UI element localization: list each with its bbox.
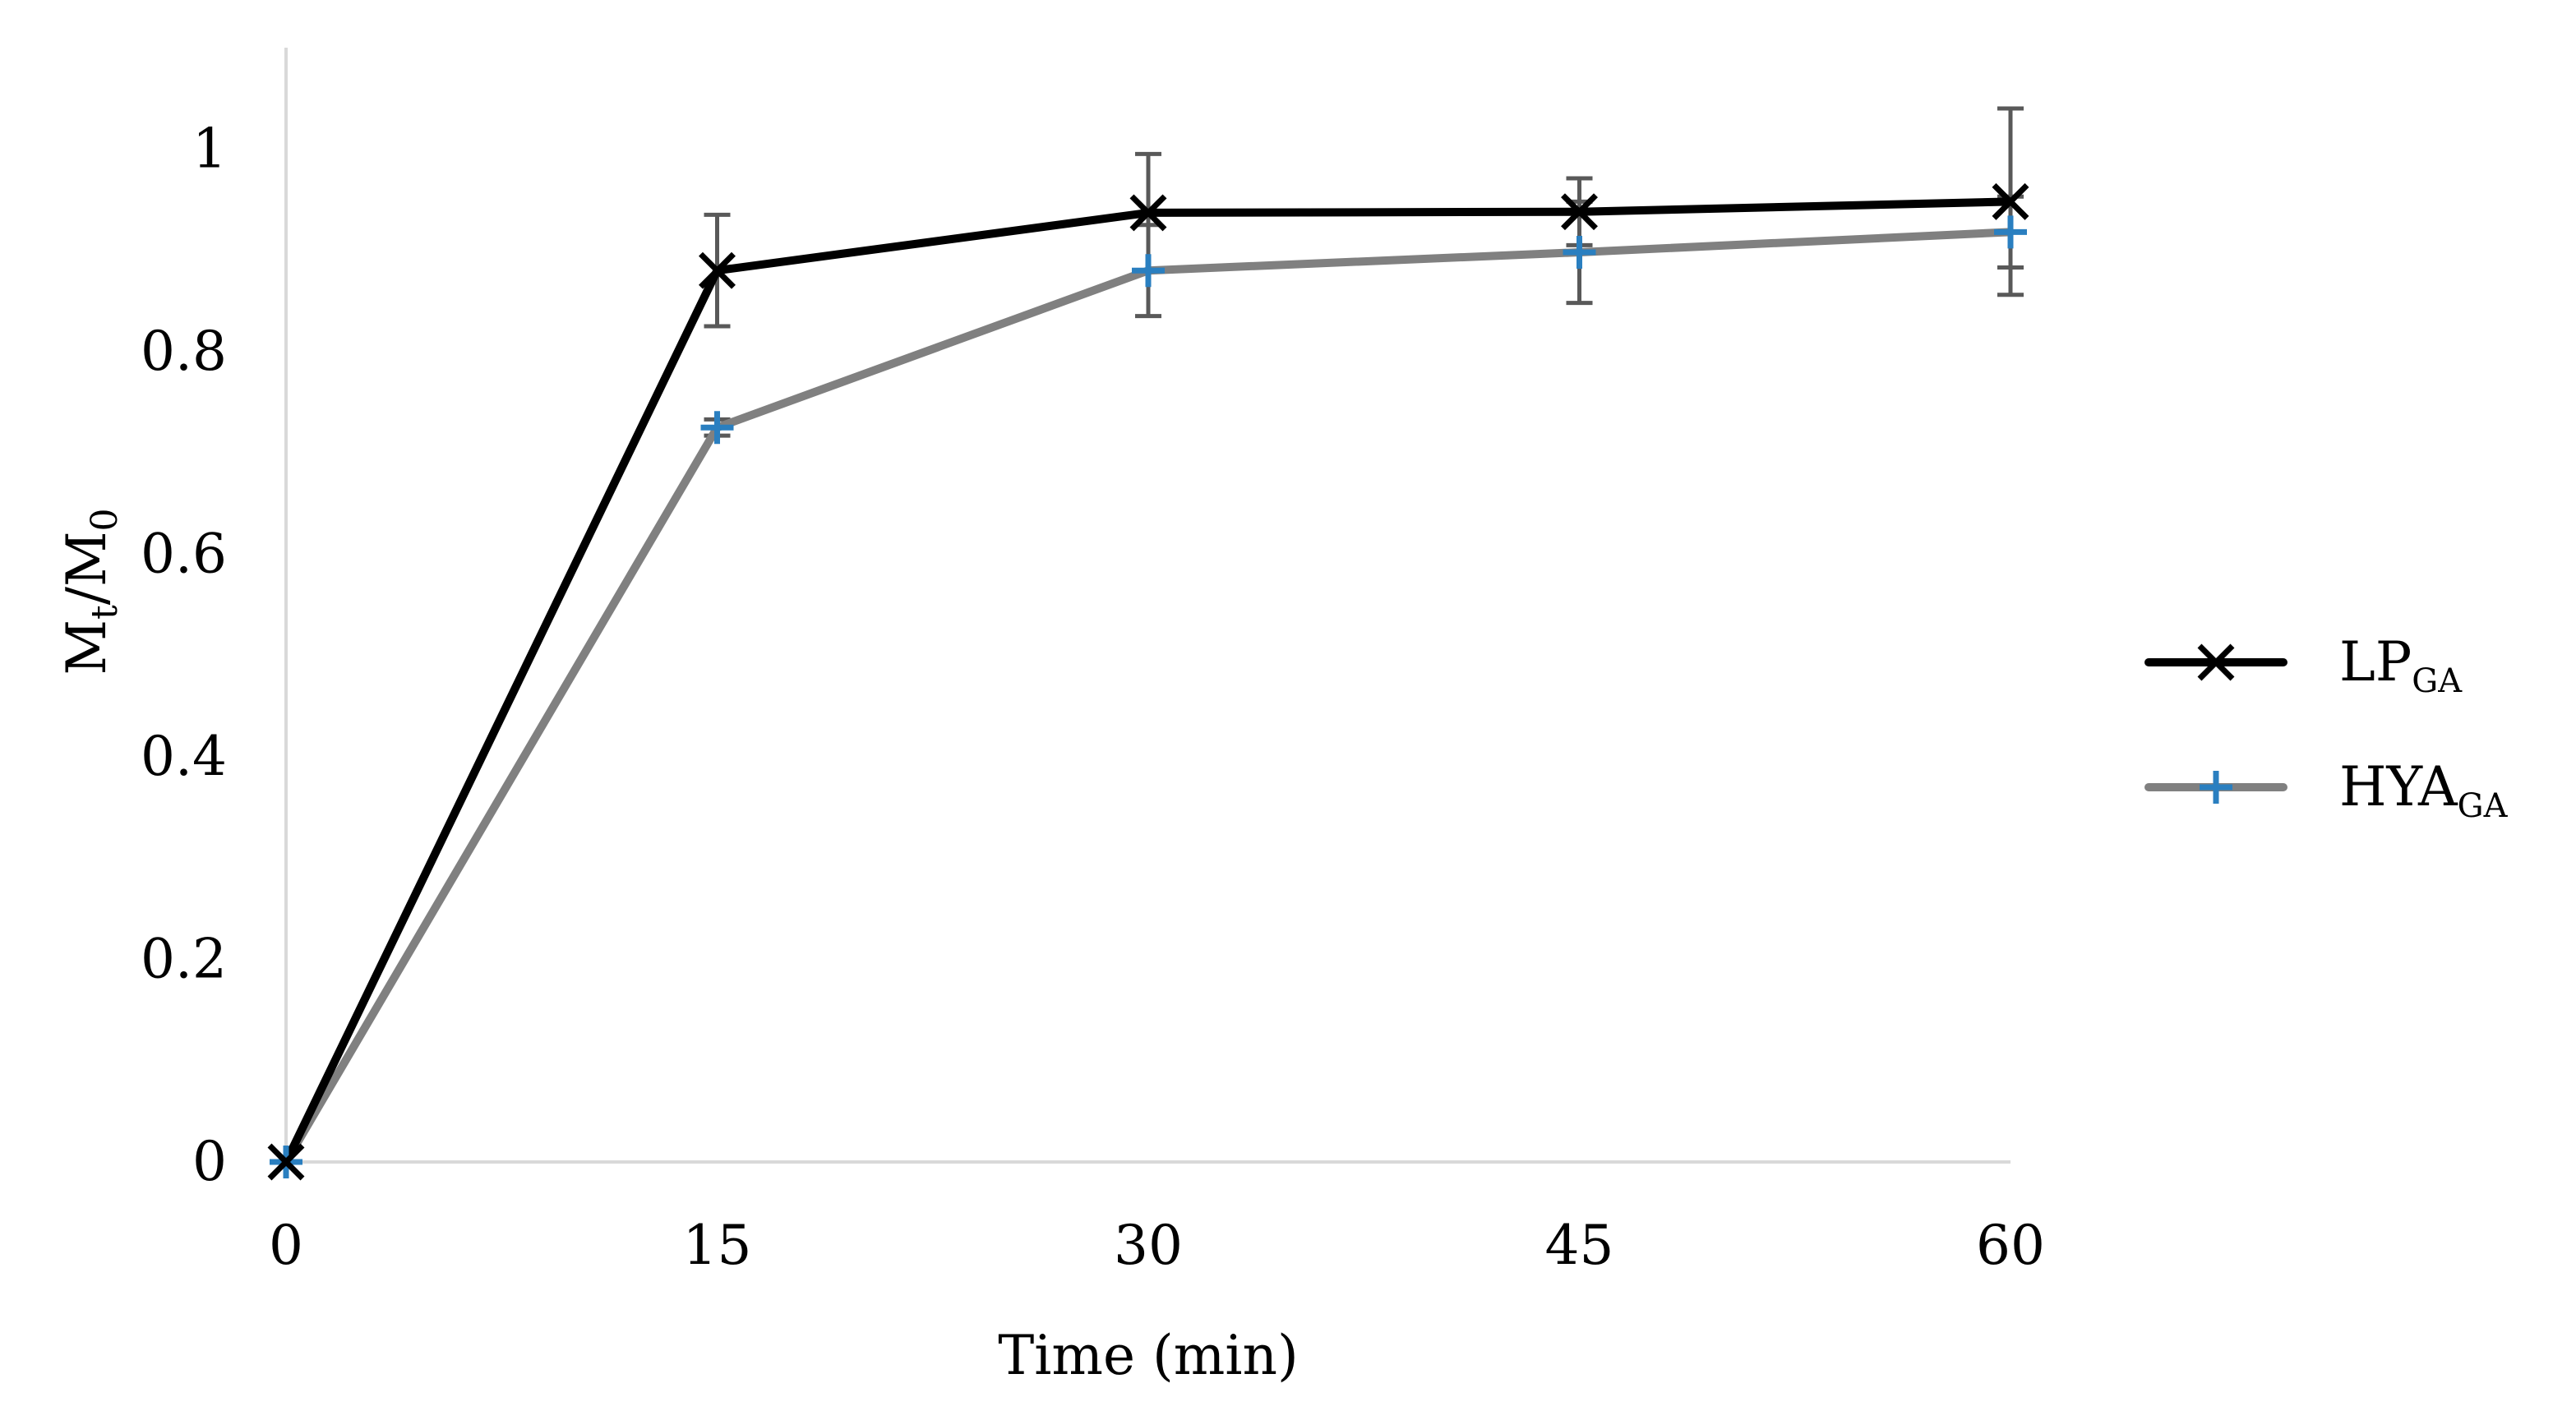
marker-lp bbox=[267, 1143, 305, 1181]
legend-item-lp: LPGA bbox=[2144, 630, 2463, 700]
marker-lp bbox=[1561, 193, 1598, 231]
y-label-sep: /M bbox=[55, 531, 118, 605]
marker-lp bbox=[699, 251, 736, 289]
svg-text:Mt/M0: Mt/M0 bbox=[55, 508, 126, 675]
x-tick-label: 0 bbox=[269, 1214, 303, 1277]
y-label-sub1: t bbox=[84, 605, 126, 620]
error-bars bbox=[704, 106, 2024, 438]
y-axis-label: Mt/M0 bbox=[55, 508, 126, 675]
legend-swatch-marker bbox=[2200, 771, 2232, 804]
x-tick-label: 45 bbox=[1545, 1214, 1614, 1277]
marker-hya bbox=[1994, 215, 2027, 249]
legend: LPGA HYAGA bbox=[2144, 630, 2509, 825]
legend-label: LPGA bbox=[2339, 630, 2463, 700]
legend-item-hya: HYAGA bbox=[2144, 755, 2509, 825]
x-tick-label: 60 bbox=[1976, 1214, 2045, 1277]
series-line-hya bbox=[282, 228, 2015, 1166]
marker-lp bbox=[1129, 194, 1167, 232]
y-label-sub2: 0 bbox=[84, 508, 126, 531]
y-tick-label: 0.6 bbox=[141, 522, 227, 585]
x-tick-label: 15 bbox=[683, 1214, 752, 1277]
x-tick-label: 30 bbox=[1114, 1214, 1183, 1277]
marker-lp bbox=[1992, 182, 2029, 220]
marker-hya bbox=[1563, 236, 1596, 270]
legend-swatch-marker bbox=[2197, 643, 2235, 681]
axes bbox=[284, 48, 2010, 1164]
legend-label: HYAGA bbox=[2339, 755, 2509, 825]
y-label-main: M bbox=[55, 620, 118, 675]
y-tick-label: 0.4 bbox=[141, 725, 227, 788]
series-markers bbox=[267, 182, 2029, 1181]
y-tick-label: 0.8 bbox=[141, 320, 227, 383]
tick-labels: 0 0.2 0.4 0.6 0.8 1 0 15 30 45 60 bbox=[141, 117, 2045, 1277]
y-tick-label: 0.2 bbox=[141, 927, 227, 990]
marker-hya bbox=[700, 411, 734, 445]
series-lines bbox=[282, 197, 2015, 1166]
marker-hya bbox=[1132, 254, 1165, 288]
y-tick-label: 0 bbox=[192, 1130, 227, 1193]
y-tick-label: 1 bbox=[192, 117, 227, 180]
x-axis-label: Time (min) bbox=[998, 1324, 1298, 1387]
series-line-lp bbox=[282, 197, 2015, 1166]
